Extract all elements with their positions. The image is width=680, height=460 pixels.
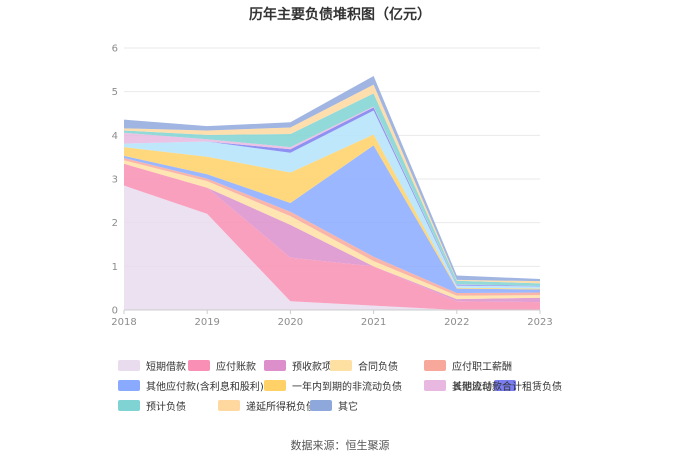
area-series-6 [124,134,540,290]
legend-label: 租赁负债 [522,381,562,393]
legend-swatch [494,379,516,391]
area-series-0 [124,185,540,310]
legend-swatch [118,379,140,391]
y-tick-label: 5 [112,87,118,98]
data-source: 数据来源：恒生聚源 [290,439,390,452]
legend-label: 短期借款 [146,361,186,373]
legend-label: 递延所得税负债 [246,401,316,413]
legend-label: 长期应付款合计 [452,381,522,393]
legend-label: 预计负债 [146,401,186,413]
x-tick-label: 2020 [278,317,303,328]
stacked-area-chart: 0 1 2 3 4 5 6 2018 2019 2020 2021 2022 2023 [111,44,552,329]
legend-item[interactable]: 租赁负债 [494,378,562,393]
legend-label: 应付职工薪酬 [452,361,512,373]
legend-item[interactable]: 预计负债 [118,398,186,413]
legend-item[interactable]: 短期借款 [118,358,186,373]
area-series-2 [124,163,540,303]
x-tick-label: 2018 [111,317,136,328]
area-series-11 [124,84,540,284]
legend-item[interactable]: 应付职工薪酬 [424,358,512,373]
legend-item[interactable]: 递延所得税负债 [218,398,316,413]
legend-label: 其它 [338,401,358,413]
legend-swatch [118,399,140,411]
legend-item[interactable]: 应付账款 [188,358,256,373]
y-tick-label: 2 [112,218,118,229]
legend-swatch [188,359,210,371]
legend-item[interactable]: 一年内到期的非流动负债 [264,378,402,393]
legend-label: 预收款项 [292,361,332,373]
area-series-8 [124,107,540,287]
chart-title: 历年主要负债堆积图（亿元） [249,7,431,23]
x-tick-label: 2021 [361,317,386,328]
legend-label: 一年内到期的非流动负债 [292,381,402,393]
area-series-12 [124,75,540,282]
area-series-7 [124,110,540,289]
y-tick-label: 3 [112,175,118,186]
legend-swatch [218,399,240,411]
area-series-5 [124,145,540,293]
legend-label: 其他流动负债 [452,381,512,393]
y-tick-label: 6 [112,44,118,55]
legend-item[interactable]: 其他应付款(含利息和股利) [118,378,264,393]
legend-item[interactable]: 其它 [310,398,358,413]
legend-label: 合同负债 [358,361,398,373]
legend-item[interactable]: 长期应付款合计 [424,378,522,393]
legend-swatch [264,359,286,371]
x-tick-label: 2023 [527,317,552,328]
legend-swatch [424,359,446,371]
legend-swatch [264,379,286,391]
legend-swatch [330,359,352,371]
y-tick-label: 0 [112,306,118,317]
y-tick-label: 1 [112,262,118,273]
x-tick-label: 2022 [444,317,469,328]
legend-swatch [310,399,332,411]
legend-item[interactable]: 预收款项 [264,358,332,373]
legend-item[interactable]: 合同负债 [330,358,398,373]
legend-swatch [118,359,140,371]
y-tick-label: 4 [112,131,118,142]
area-layer [124,75,540,310]
x-tick-label: 2019 [194,317,219,328]
area-series-3 [124,160,540,300]
area-series-1 [124,163,540,310]
area-series-10 [124,93,540,286]
legend-swatch [424,379,446,391]
axis-layer: 0 1 2 3 4 5 6 2018 2019 2020 2021 2022 2023 [111,44,552,329]
legend-label: 其他应付款(含利息和股利) [146,381,264,393]
legend-label: 应付账款 [216,361,256,373]
